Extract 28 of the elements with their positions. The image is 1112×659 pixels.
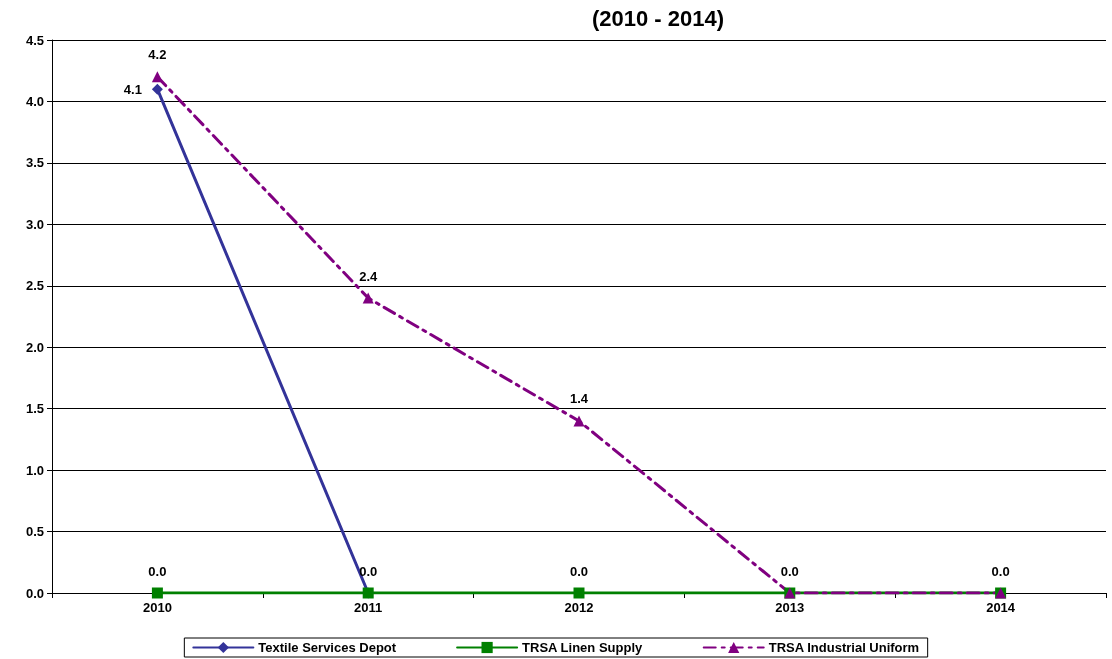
- data-label: 0.0: [569, 563, 589, 579]
- legend-label: TRSA Industrial Uniform: [768, 640, 920, 655]
- data-label: 0.0: [991, 563, 1010, 579]
- legend-label: TRSA Linen Supply: [522, 640, 643, 655]
- data-label: 4.1: [123, 81, 142, 97]
- y-tick-label: 4.0: [25, 93, 44, 109]
- data-label: 0.0: [780, 563, 799, 579]
- y-tick-label: 2.5: [25, 278, 44, 294]
- x-tick-label: 2014: [986, 600, 1016, 615]
- data-label: 4.2: [148, 47, 167, 63]
- y-tick-label: 2.0: [25, 339, 44, 355]
- y-tick-label: 4.5: [25, 32, 44, 48]
- y-tick-label: 3.0: [25, 216, 44, 232]
- y-tick-label: 1.5: [25, 401, 44, 417]
- legend-label: Textile Services Depot: [258, 640, 397, 655]
- data-label: 1.4: [569, 391, 589, 407]
- data-label: 0.0: [148, 563, 167, 579]
- y-tick-label: 0.0: [25, 585, 44, 601]
- chart-title: (2010 - 2014): [591, 5, 725, 31]
- y-tick-label: 1.0: [25, 462, 44, 478]
- x-tick-label: 2010: [142, 600, 172, 615]
- y-tick-label: 0.5: [25, 524, 44, 540]
- y-tick-label: 3.5: [25, 155, 44, 171]
- x-tick-label: 2012: [564, 600, 594, 615]
- data-label: 2.4: [359, 268, 378, 284]
- x-tick-label: 2011: [354, 600, 383, 615]
- x-tick-label: 2013: [775, 600, 805, 615]
- data-label: 0.0: [359, 563, 378, 579]
